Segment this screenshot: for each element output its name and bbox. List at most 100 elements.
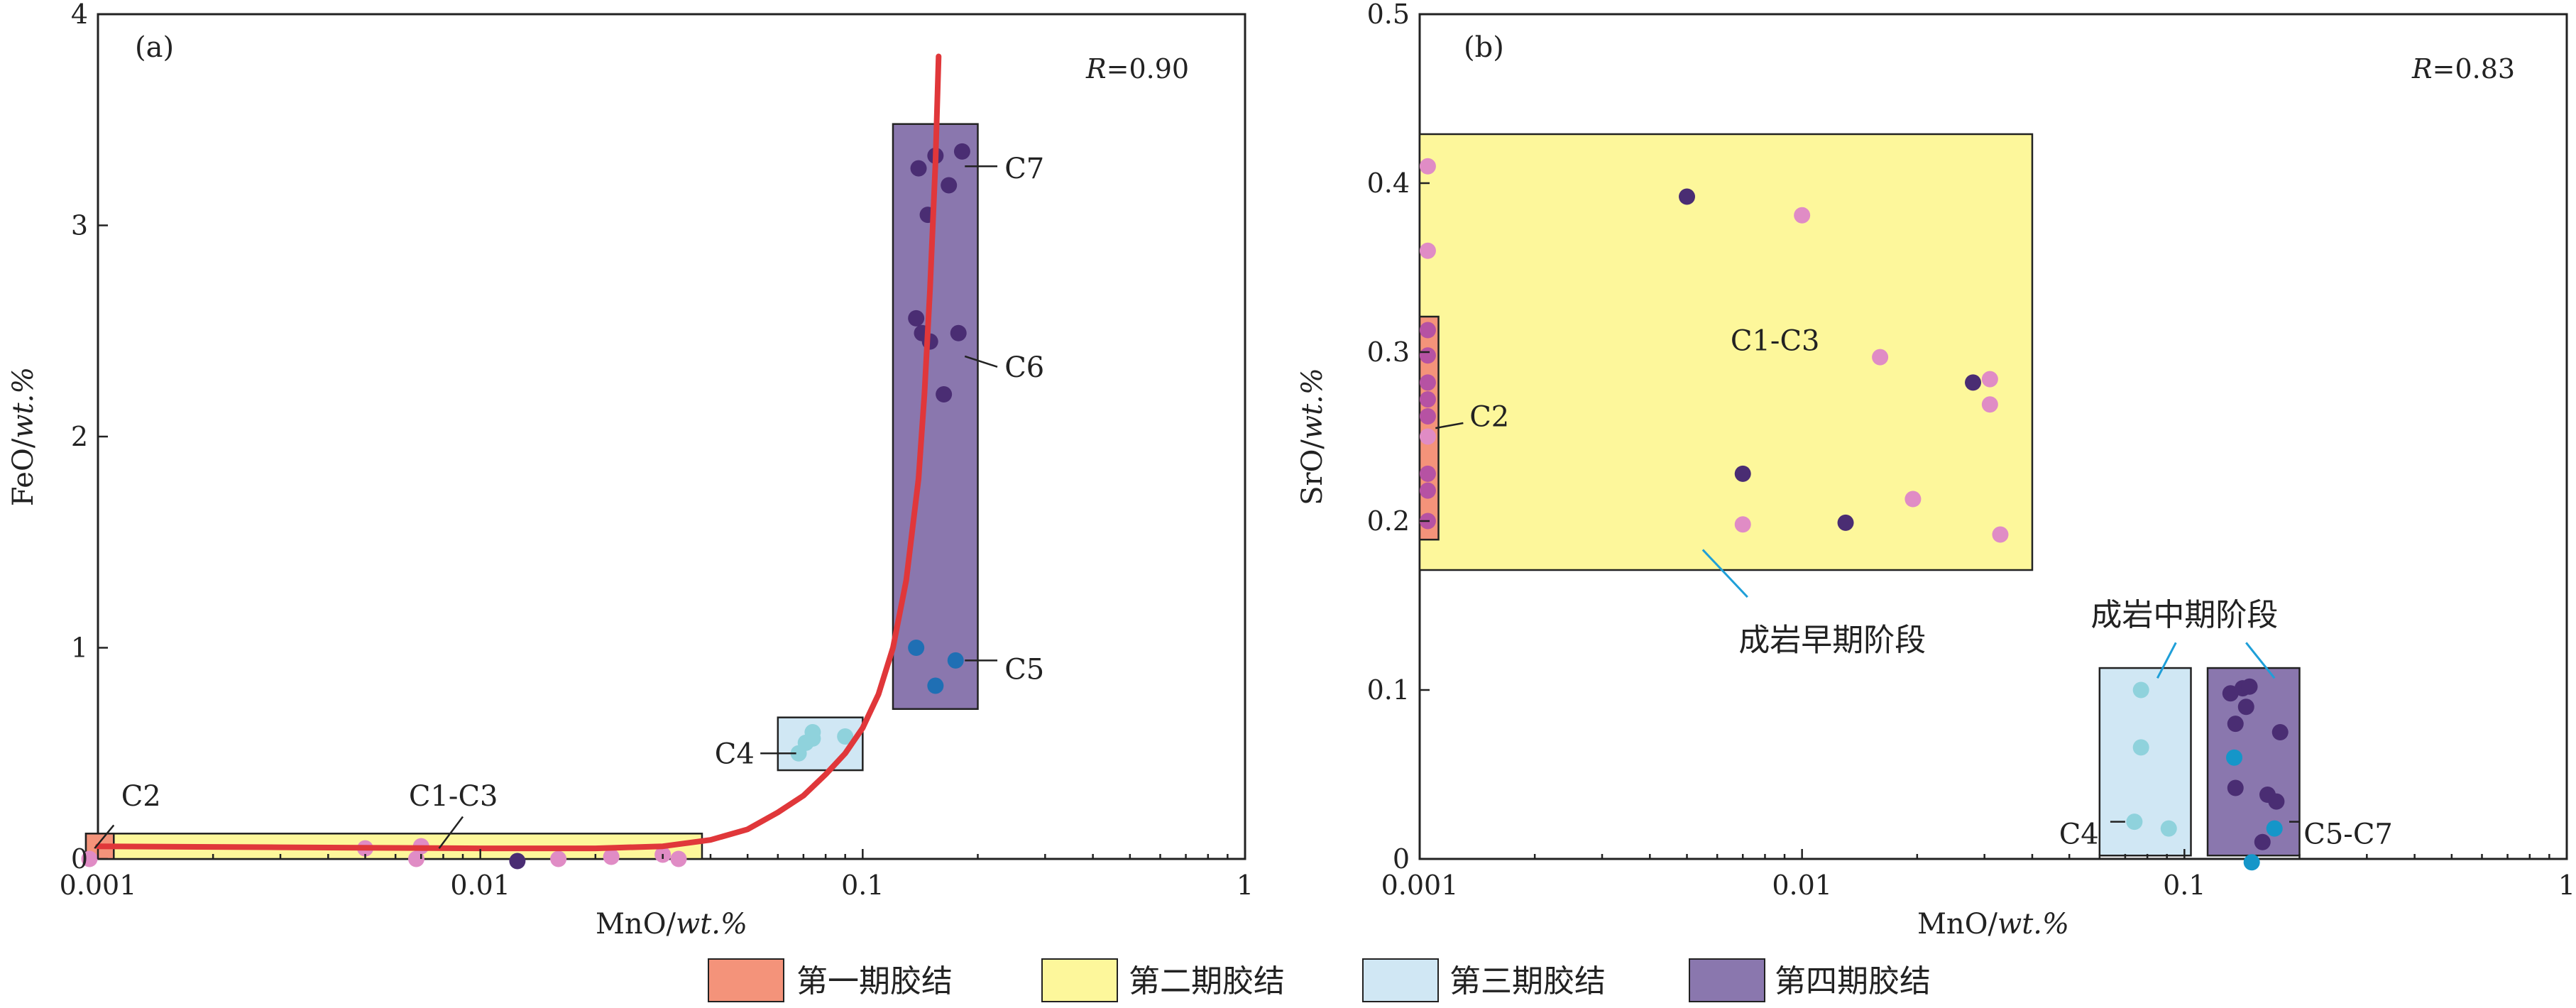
panel-a-leader-line [94,824,115,849]
panel-b-annotation-c1-c3: C1-C3 [1731,324,1820,357]
panel-b-y-tick-label: 0.2 [1367,505,1410,537]
panel-a-annotation-c6: C6 [1004,351,1044,384]
panel-b-x-tick-label: 0.001 [1381,870,1459,901]
panel-b-layer-annotations: C1-C3 C2 C4 C5-C7 成岩早期阶段 成岩中期阶段 [1435,324,2393,850]
panel-a-x-tick-label: 0.1 [841,870,884,901]
panel-a-data-point [950,324,967,341]
panel-a-y-axis-label-prefix: FeO/ [7,438,40,506]
panel-a-label: (a) [135,31,174,64]
panel-b-data-point [1419,482,1436,499]
panel-b-y-tick-label: 0.1 [1367,674,1410,706]
panel-b-r-value: R=0.83 [2411,53,2515,84]
panel-b-data-point [2254,833,2271,850]
panel-a-y-tick-label: 4 [71,0,88,30]
panel-a-y-tick-label: 2 [71,421,88,452]
panel-a-x-tick-label: 0.01 [450,870,510,901]
panel-a-data-point [941,177,958,194]
panel-b-y-tick-label: 0 [1393,843,1410,875]
panel-b-annotation-c5-c7: C5-C7 [2303,818,2393,850]
panel-b-data-point [1419,347,1436,364]
panel-b-data-point [1419,465,1436,482]
panel-a-leader-line [438,816,464,849]
legend-item-stage4: 第四期胶结 [1689,958,1931,1002]
panel-b-label: (b) [1464,31,1504,64]
legend-label-stage2: 第二期胶结 [1129,963,1285,999]
panel-b-data-point [2266,820,2283,837]
panel-b-data-point [2268,793,2285,810]
panel-b-data-point [2227,716,2244,733]
panel-b-x-tick-label: 0.1 [2163,870,2205,901]
panel-b-data-point [1981,371,1998,388]
panel-a-data-point [927,677,944,694]
panel-b-stage-leader [1701,549,1748,598]
panel-a-data-point [953,143,970,160]
panel-b-data-point [2241,678,2258,695]
panel-b-data-point [1992,526,2009,543]
panel-b-y-axis-label-unit: wt.% [1296,368,1329,439]
panel-b-data-point [1419,158,1436,175]
panel-a-data-point [936,386,953,402]
legend-swatch-stage2 [1041,958,1118,1002]
panel-b-data-point [2271,724,2289,740]
panel-a: C2 C1-C3 C4 C7 C6 C5 0.001 0.01 0.1 1 0 1 2 3 4 (a) R… [7,0,1254,941]
legend-item-stage2: 第二期胶结 [1041,958,1285,1002]
panel-a-layer-points [81,143,970,870]
panel-a-r-value: R=0.90 [1085,53,1189,84]
panel-b-annotation-c2: C2 [1469,400,1509,433]
panel-b-x-tick-label: 0.01 [1772,870,1832,901]
panel-a-x-axis-label-unit: wt.% [676,908,747,941]
legend-label-stage4: 第四期胶结 [1775,963,1931,999]
legend-swatch-stage3 [1362,958,1439,1002]
panel-a-y-axis-label: FeO/wt.% [7,367,40,507]
panel-a-layer-annotations: C2 C1-C3 C4 C7 C6 C5 [94,153,1044,849]
panel-b-data-point [1419,242,1436,259]
panel-b-data-point [1965,374,1982,391]
legend-label-stage3: 第三期胶结 [1449,963,1606,999]
panel-b-data-point [2226,749,2243,766]
panel-a-data-point [509,853,526,870]
panel-b-x-axis-label: MnO/wt.% [1917,908,2069,941]
panel-a-data-point [908,309,925,327]
panel-b-data-point [1419,391,1436,408]
panel-b-x-axis-label-unit: wt.% [1997,908,2069,941]
panel-b-region-stage2 [1418,133,2034,571]
panel-a-r-number: =0.90 [1107,53,1189,84]
panel-b-data-point [1837,514,1854,531]
panel-a-annotation-c4: C4 [715,738,755,770]
legend-item-stage1: 第一期胶结 [708,958,953,1002]
panel-b-leader-line [1435,422,1464,429]
panel-b-data-point [2243,854,2260,871]
panel-b-layer-regions [1418,133,2301,857]
panel-b-x-axis-label-prefix: MnO/ [1917,908,1998,941]
panel-b-data-point [1872,349,1889,366]
panel-b-r-number: =0.83 [2433,53,2515,84]
panel-a-data-point [837,728,854,745]
panel-b-data-point [2237,699,2254,716]
panel-a-leader-line [964,355,998,368]
panel-b-data-point [1734,465,1751,482]
legend: 第一期胶结 第二期胶结 第三期胶结 第四期胶结 [708,958,1931,1002]
panel-b-stage-leader [2245,642,2276,679]
panel-a-data-point [908,640,925,656]
panel-b-x-tick-label: 1 [2558,870,2575,901]
panel-b-data-point [1419,374,1436,391]
panel-b-stage-note: 成岩中期阶段 [2090,597,2278,633]
panel-a-data-point [550,850,567,867]
legend-item-stage3: 第三期胶结 [1362,958,1606,1002]
panel-b-region-stage4 [2206,667,2301,857]
panel-a-layer-ticks: 0.001 0.01 0.1 1 0 1 2 3 4 [60,0,1254,901]
panel-a-annotation-c7: C7 [1004,153,1044,185]
panel-b-data-point [1419,407,1436,424]
panel-a-annotation-c5: C5 [1004,653,1044,686]
panel-a-data-point [804,730,821,747]
panel-a-data-point [603,848,620,865]
panel-a-y-tick-label: 3 [71,210,88,241]
panel-b-stage-note: 成岩早期阶段 [1738,623,1926,659]
panel-a-r-symbol: R [1085,53,1107,84]
panel-a-y-tick-label: 0 [71,843,88,875]
panel-b-stage-leader [2156,642,2177,679]
legend-swatch-stage1 [708,958,784,1002]
panel-a-x-axis-label: MnO/wt.% [596,908,747,941]
panel-a-fit-curve [95,53,942,852]
